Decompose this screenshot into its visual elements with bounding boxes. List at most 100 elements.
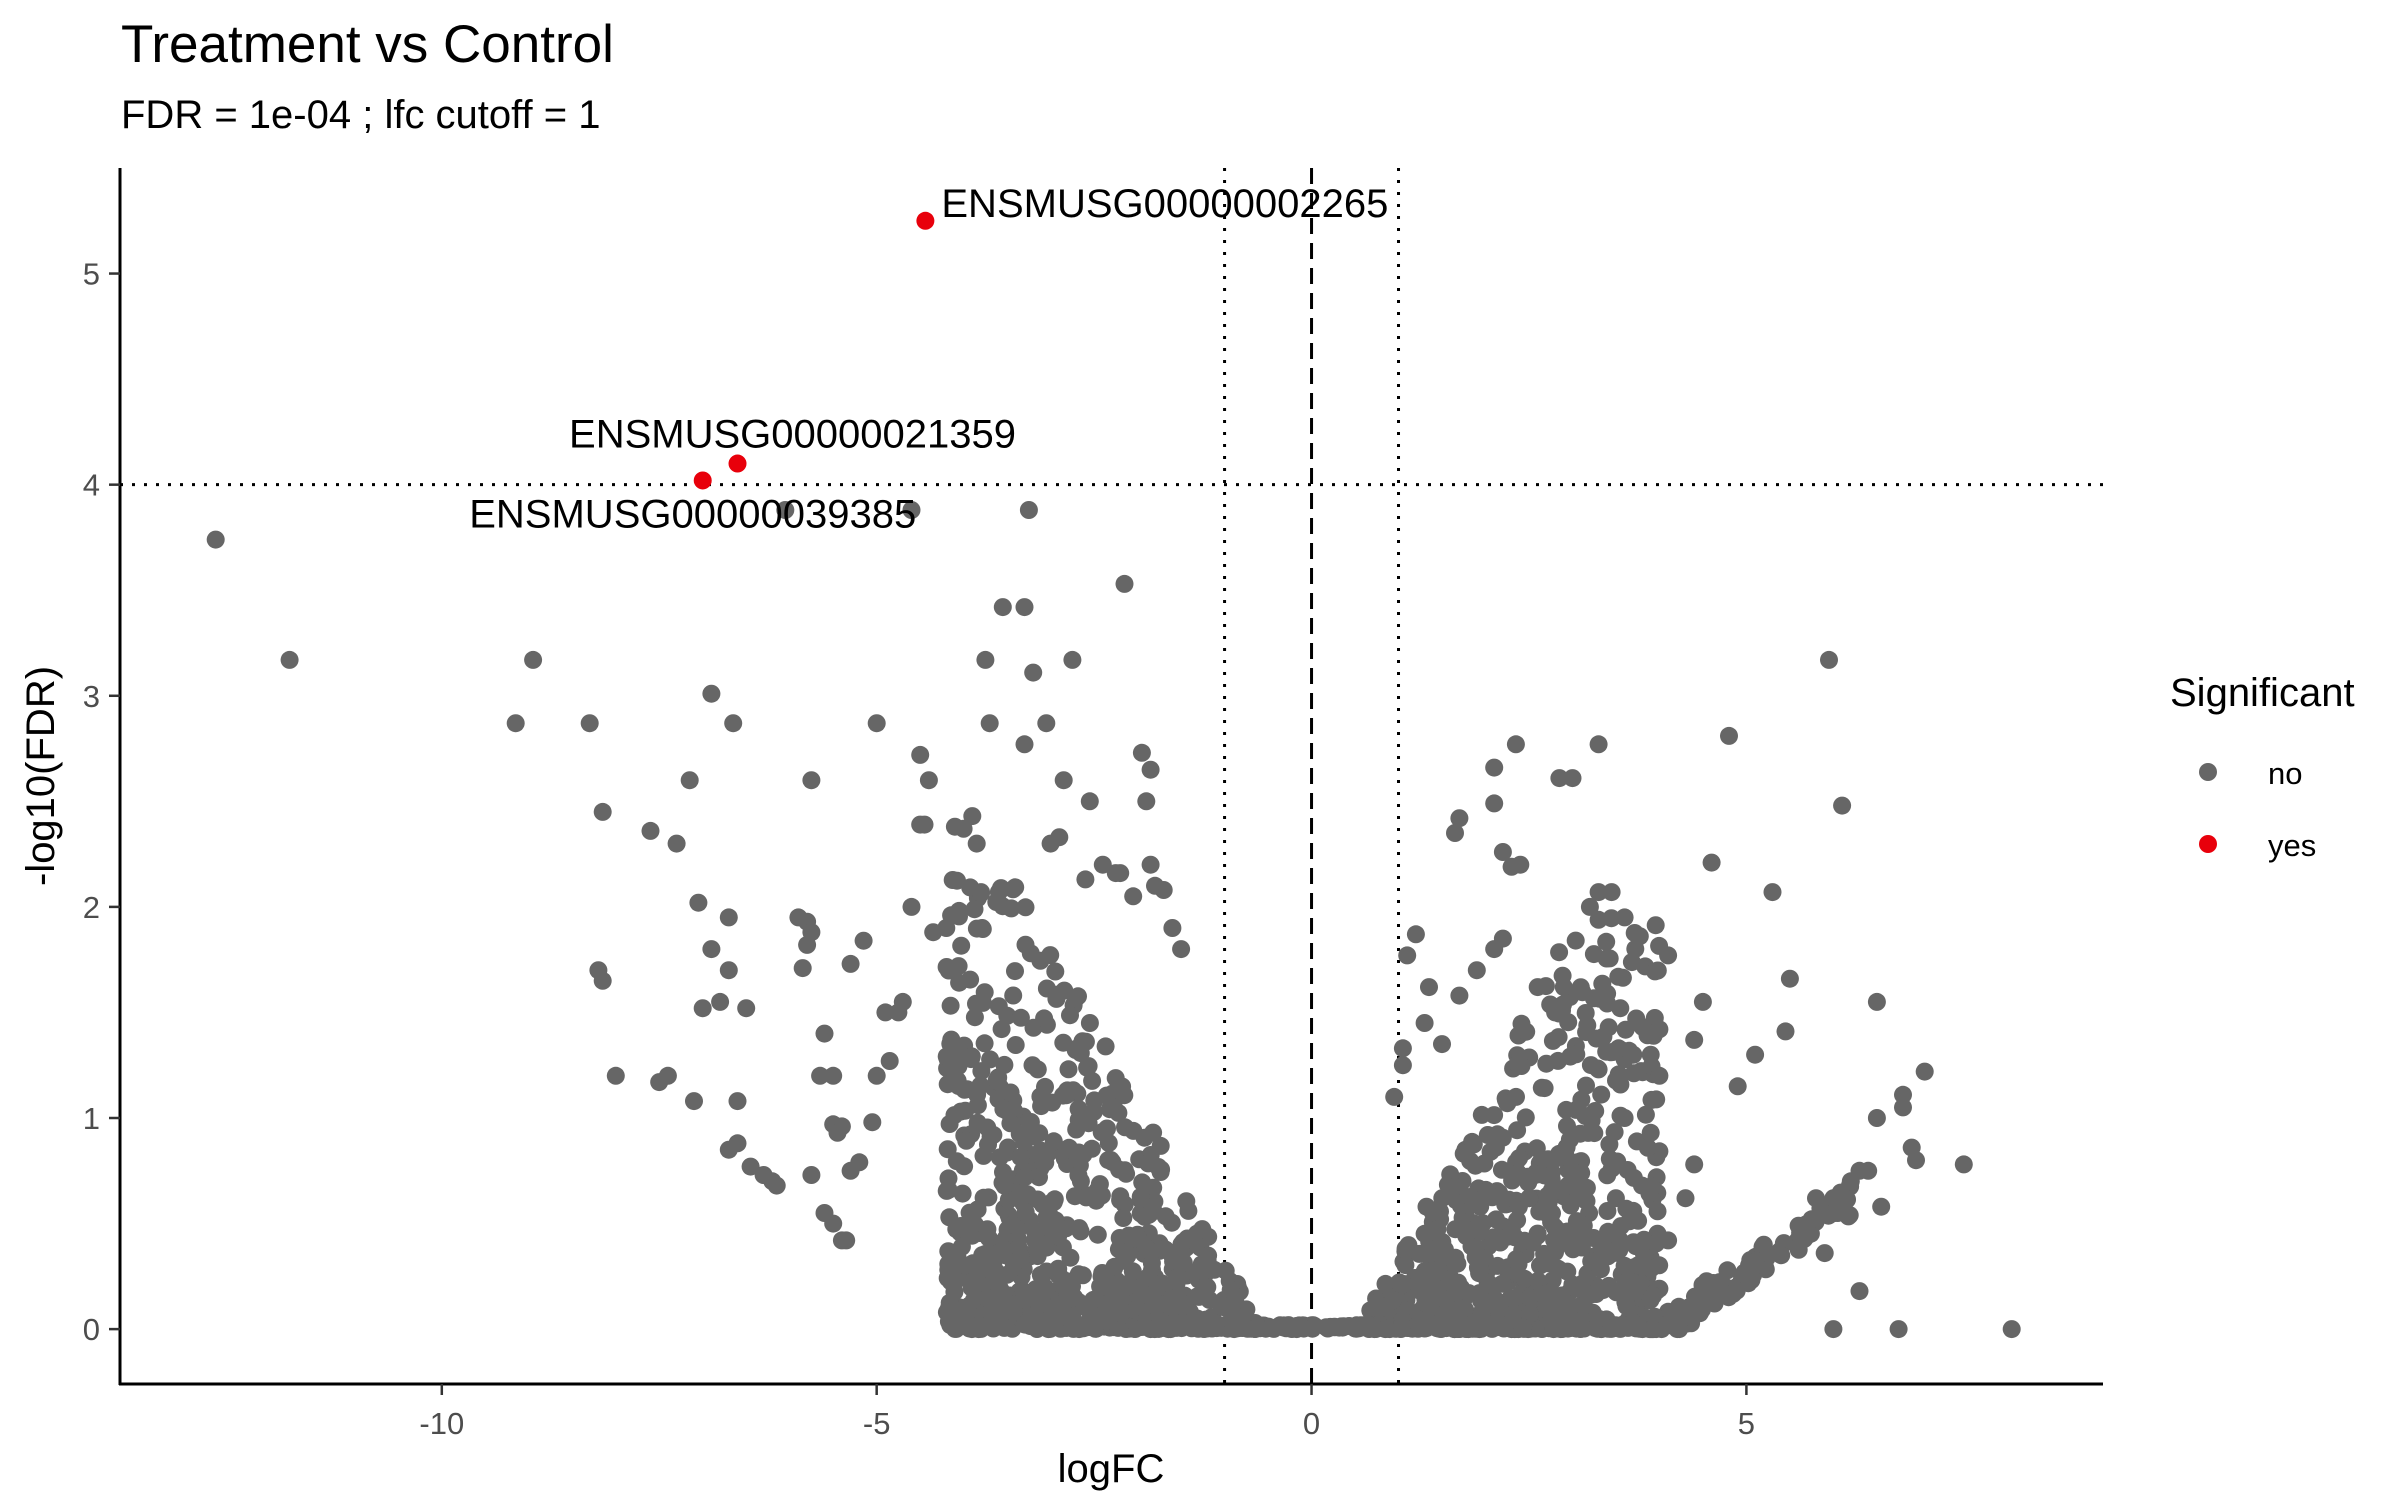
point-no [798,935,817,954]
point-no [1867,992,1886,1011]
point-no [1554,1144,1573,1163]
point-no [1118,1275,1137,1294]
point-no [1417,1294,1436,1313]
point-no [1728,1077,1747,1096]
point-no [741,1157,760,1176]
point-no [1508,1054,1527,1073]
point-no [1544,1320,1563,1339]
point-no [1423,1202,1442,1221]
point-no [1907,1151,1925,1170]
point-no [954,819,973,838]
point-no [1069,987,1087,1006]
point-no [1629,1256,1647,1275]
point-no [1467,1244,1486,1263]
point-no [1061,1006,1079,1025]
point-no [1507,1250,1526,1269]
point-no [1396,1239,1415,1258]
point-no [1015,598,1034,617]
point-no [1406,925,1425,944]
point-no [1114,1209,1133,1227]
point-no [999,1190,1018,1209]
point-no [1584,945,1603,964]
point-no [1520,1189,1538,1208]
gene-labels: ENSMUSG00000002265 ENSMUSG00000021359 ENSM… [469,182,1388,537]
point-no [1867,1109,1886,1127]
point-no [987,1071,1006,1090]
point-no [1179,1201,1198,1220]
point-no [1420,978,1438,997]
point-no [1446,1248,1465,1267]
point-no [1099,1134,1118,1152]
point-no [1396,1256,1415,1275]
point-no [1611,999,1630,1018]
point-no [802,1166,821,1184]
x-tick-label: 5 [1738,1406,1755,1441]
point-no [1079,1186,1098,1205]
point-no [1915,1062,1934,1081]
y-axis-title: -log10(FDR) [19,666,63,886]
point-no [1513,1318,1532,1337]
point-no [1079,1114,1098,1133]
point-no [1659,1231,1678,1250]
point-no [1132,743,1151,762]
point-no [1096,1037,1115,1056]
point-no [593,802,612,821]
point-no [1695,1288,1714,1307]
point-no [1789,1216,1808,1235]
point-no [1591,1260,1610,1279]
point-no [1650,1256,1669,1275]
point-no [1546,1243,1564,1262]
point-no [1626,1237,1645,1255]
point-no [1230,1313,1249,1332]
point-no [1531,1164,1550,1183]
y-tick-label: 0 [83,1312,100,1347]
point-no [1076,870,1095,889]
point-no [1063,1316,1082,1335]
point-no [974,1249,993,1268]
point-no [1016,935,1035,954]
point-no [1376,1274,1395,1293]
point-no [1646,962,1664,981]
point-no [1083,1071,1102,1090]
point-no [1168,1288,1187,1307]
x-axis-title: logFC [1058,1447,1165,1491]
point-no [863,1113,882,1132]
point-no [1023,1056,1042,1075]
point-no [965,900,984,919]
point-no [1624,1064,1643,1083]
gene-label: ENSMUSG00000021359 [569,413,1016,457]
point-no [1080,1014,1099,1032]
reference-lines [120,168,2103,1384]
point-no [1511,855,1530,874]
point-no [1198,1278,1217,1297]
point-no [1720,726,1738,745]
point-no [1507,1087,1525,1106]
point-no [1493,843,1512,861]
point-no [1754,1235,1773,1254]
point-no [1143,1200,1162,1219]
point-no [1605,1243,1624,1262]
point-no [1485,758,1504,777]
point-no [989,883,1008,902]
legend-key-yes [2199,835,2217,853]
point-no [939,1312,958,1331]
point-no [1626,939,1645,958]
point-no [867,714,886,733]
point-no [1600,949,1619,968]
point-no [1659,946,1678,965]
point-no [994,1100,1013,1119]
point-no [1001,1083,1020,1102]
point-no [1170,1314,1189,1333]
point-no [937,958,956,976]
point-no [1593,974,1612,993]
point-no [1889,1320,1908,1339]
point-no [719,908,738,927]
point-no [1624,1045,1643,1064]
y-axis-ticks: 0 1 2 3 4 5 [83,257,120,1347]
point-no [962,1050,980,1069]
point-no [1454,1144,1473,1163]
point-no [961,1217,980,1236]
point-no [919,771,938,790]
point-no [1515,1269,1534,1288]
point-no [1470,1264,1489,1283]
